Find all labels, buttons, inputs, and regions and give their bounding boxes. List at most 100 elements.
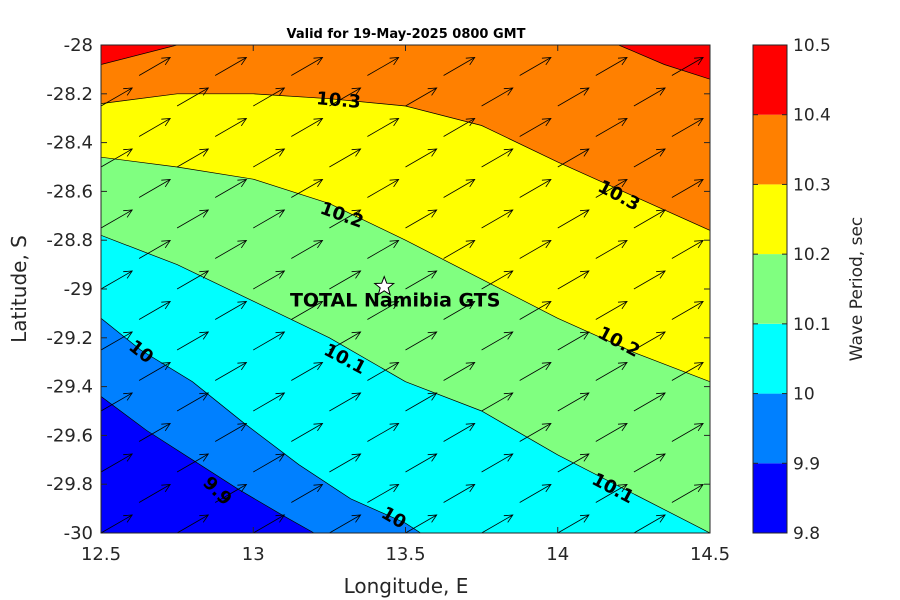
contour-label: 10.3 (316, 88, 362, 113)
wave-arrow (405, 331, 438, 351)
wave-arrow (519, 423, 552, 442)
wave-arrow (101, 331, 134, 351)
wave-arrow (633, 45, 635, 46)
wave-arrow (215, 484, 248, 503)
colorbar-tick-label: 10.3 (793, 175, 831, 195)
wave-arrow (138, 240, 171, 259)
y-tick-label: -29.4 (46, 377, 93, 398)
y-axis-label: Latitude, S (7, 235, 31, 343)
y-tick-label: -29.6 (46, 425, 93, 446)
wave-arrow (253, 514, 286, 533)
wave-arrow (633, 331, 666, 351)
wave-arrow (367, 423, 400, 442)
wave-arrow (671, 240, 704, 259)
colorbar-tick-label: 9.8 (793, 524, 820, 544)
wave-arrow (519, 179, 552, 198)
wave-arrow (215, 240, 248, 259)
wave-arrow (291, 301, 324, 320)
wave-arrow (633, 392, 666, 412)
wave-arrow (215, 301, 248, 320)
y-tick-label: -29.2 (46, 328, 93, 349)
contour-line (618, 45, 710, 80)
wave-arrow (557, 453, 590, 473)
site-label: TOTAL Namibia GTS (290, 290, 501, 312)
wave-arrow (595, 118, 628, 137)
wave-arrow (138, 118, 171, 137)
x-tick-label: 14.5 (690, 544, 730, 565)
wave-arrow (291, 179, 324, 198)
wave-arrow (405, 392, 438, 412)
colorbar-tick-label: 10.2 (793, 245, 831, 265)
wave-arrow (329, 514, 362, 533)
wave-arrow (557, 209, 590, 229)
colorbar-segment (753, 323, 787, 394)
wave-arrow (557, 514, 590, 533)
wave-arrow (557, 87, 590, 107)
wave-arrow (709, 166, 710, 167)
wave-arrow (101, 209, 134, 229)
wave-arrow (671, 179, 704, 198)
wave-arrow (519, 57, 552, 76)
wave-arrow (519, 362, 552, 381)
wave-arrow (595, 362, 628, 381)
wave-arrow (671, 118, 704, 137)
wave-arrow (329, 148, 362, 168)
wave-arrow (481, 514, 514, 533)
wave-arrow (709, 532, 710, 533)
y-tick-label: -29 (64, 279, 93, 300)
wave-arrow (367, 301, 400, 320)
wave-arrow (367, 118, 400, 137)
wave-arrow (519, 118, 552, 137)
site-marker-group: TOTAL Namibia GTS (290, 275, 501, 312)
wave-arrow (671, 57, 704, 76)
wave-arrow (443, 240, 476, 259)
y-tick-label: -28.8 (46, 230, 93, 251)
wave-arrow (405, 87, 438, 107)
y-tick-label: -30 (64, 523, 93, 544)
wave-arrow (367, 57, 400, 76)
wave-direction-arrows (101, 45, 710, 533)
y-tick-label: -28 (64, 35, 93, 56)
wave-arrow (291, 57, 324, 76)
wave-arrow (443, 301, 476, 320)
wave-arrow (633, 270, 666, 290)
wave-arrow (595, 240, 628, 259)
wave-arrow (215, 362, 248, 381)
colorbar-segment (753, 45, 787, 115)
site-star-marker (373, 275, 396, 296)
wave-arrow (101, 148, 134, 168)
y-axis: -28 -28.2 -28.4 -28.6 -28.8 -29 -29.2 -29.4 -29.… (46, 35, 710, 544)
x-tick-label: 14 (546, 544, 569, 565)
wave-arrow (367, 240, 400, 259)
wave-arrow (709, 471, 710, 472)
x-tick-label: 13 (242, 544, 265, 565)
wave-arrow (253, 392, 286, 412)
wave-arrow (291, 362, 324, 381)
wave-arrow (557, 392, 590, 412)
wave-arrow (291, 484, 324, 503)
wave-arrow (253, 45, 255, 46)
wave-arrow (671, 484, 704, 503)
wave-arrow (367, 362, 400, 381)
colorbar-segment (753, 254, 787, 324)
wave-arrow (138, 301, 171, 320)
wave-arrow (595, 57, 628, 76)
wave-arrow (405, 453, 438, 473)
wave-arrow (405, 148, 438, 168)
wave-arrow (291, 240, 324, 259)
wave-arrow (519, 301, 552, 320)
wave-arrow (101, 270, 134, 290)
wave-arrow (101, 392, 134, 412)
wave-arrow (443, 423, 476, 442)
colorbar-tick-label: 10.5 (793, 36, 831, 56)
wave-arrow (481, 331, 514, 351)
wave-arrow (367, 484, 400, 503)
x-axis-label: Longitude, E (344, 574, 469, 598)
wave-arrow (176, 453, 210, 473)
wave-arrow (709, 105, 710, 106)
colorbar: 9.8 9.9 10 10.1 10.2 10.3 10.4 10.5 (752, 36, 831, 544)
colorbar-tick-label: 9.9 (793, 454, 820, 474)
wave-arrow (329, 392, 362, 412)
wave-arrow (481, 392, 514, 412)
